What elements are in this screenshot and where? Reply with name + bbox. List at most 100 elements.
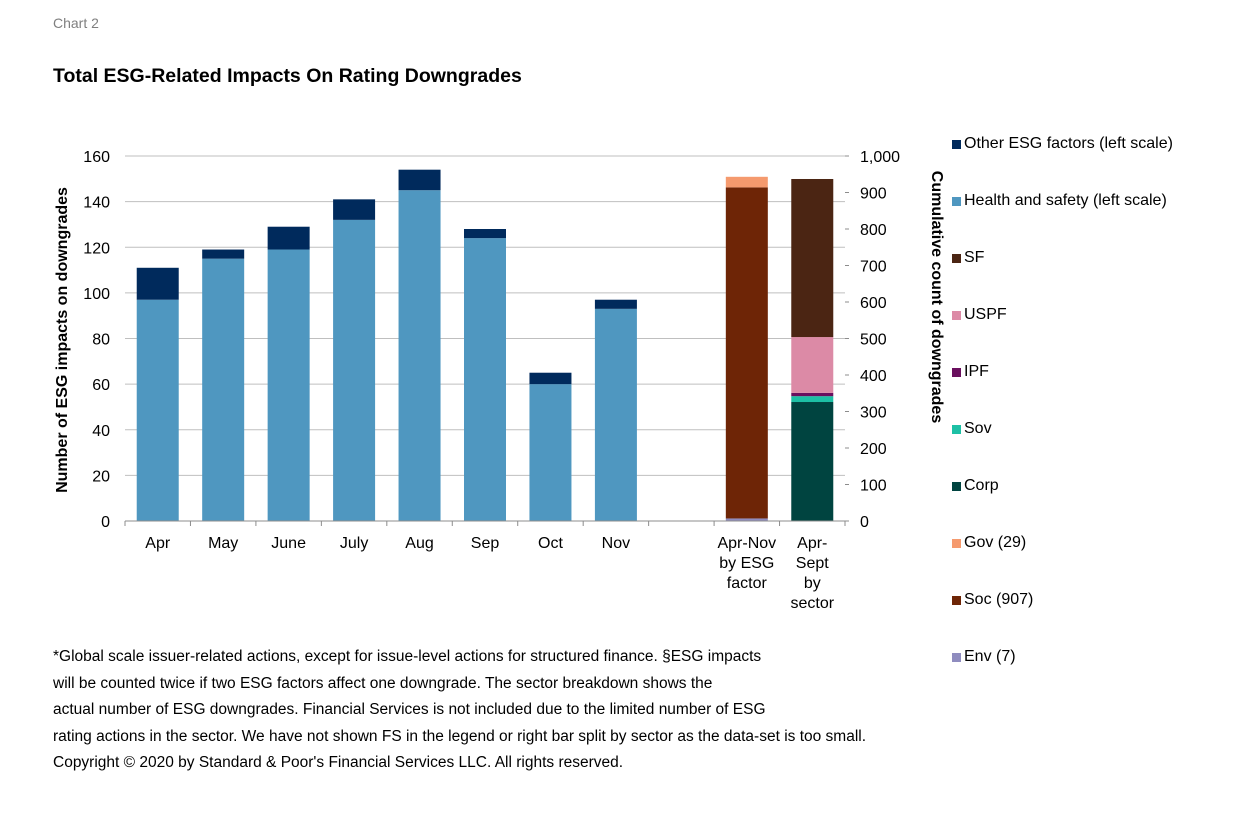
footnote-line: actual number of ESG downgrades. Financi… — [53, 701, 766, 718]
bar-segment-health — [464, 238, 506, 521]
bar-segment-other — [398, 169, 441, 191]
sector-bar-segment-corp — [791, 402, 834, 521]
bars — [136, 169, 834, 521]
category-label: Sep — [471, 535, 500, 552]
legend-label: Gov (29) — [964, 534, 1027, 551]
legend-label: USPF — [964, 306, 1007, 323]
legend-swatch — [952, 596, 961, 605]
axes — [124, 155, 849, 526]
legend-item: Corp — [952, 476, 1194, 496]
right-axis-tick-label: 800 — [860, 222, 887, 239]
legend-swatch — [952, 140, 961, 149]
category-label: Apr-Nov by ESG factor — [717, 535, 776, 592]
chart-plot: 0 20 40 60 80 100 120 140 160 0 100 200 300 400 500 60… — [54, 149, 945, 612]
legend-swatch — [952, 254, 961, 263]
legend-label: IPF — [964, 363, 989, 380]
left-axis-tick-label: 40 — [92, 423, 110, 440]
legend-item: Health and safety (left scale) — [952, 191, 1194, 211]
footnote: *Global scale issuer-related actions, ex… — [53, 644, 983, 777]
category-label: Apr — [145, 535, 171, 552]
bar-segment-health — [529, 384, 572, 521]
right-axis-tick-label: 300 — [860, 405, 887, 422]
legend-label: SF — [964, 249, 985, 266]
bar-segment-other — [464, 229, 506, 239]
left-axis-tick-label: 80 — [92, 332, 110, 349]
footnote-line: will be counted twice if two ESG factors… — [53, 674, 713, 692]
right-axis-ticks: 0 100 200 300 400 500 600 700 800 900 1,000 — [860, 149, 900, 531]
esg-factor-bar-segment-soc — [725, 187, 768, 519]
legend-label: Other ESG factors (left scale) — [964, 135, 1173, 152]
category-label: Aug — [405, 535, 433, 552]
right-axis-tick-label: 0 — [860, 514, 869, 531]
chart-title: Total ESG-Related Impacts On Rating Down… — [53, 65, 522, 87]
legend-swatch — [952, 653, 961, 662]
right-axis-tick-label: 1,000 — [860, 149, 900, 166]
legend-item: IPF — [952, 362, 1194, 382]
legend-item: Soc (907) — [952, 590, 1194, 610]
legend-swatch — [952, 311, 961, 320]
left-axis-tick-label: 0 — [101, 514, 110, 531]
bar-segment-other — [202, 249, 245, 259]
esg-factor-bar-segment-gov — [725, 176, 768, 188]
right-axis-tick-label: 400 — [860, 368, 887, 385]
category-label: Apr-Sept by sector — [790, 535, 834, 612]
sector-bar-segment-ipf — [791, 392, 834, 397]
right-axis-tick-label: 200 — [860, 441, 887, 458]
left-axis-tick-label: 160 — [83, 149, 110, 166]
category-label: May — [208, 535, 238, 552]
sector-bar-segment-uspf — [791, 337, 834, 393]
legend-item: Gov (29) — [952, 533, 1194, 553]
bar-segment-health — [136, 299, 179, 521]
right-axis-tick-label: 600 — [860, 295, 887, 312]
bar-segment-health — [267, 249, 310, 521]
category-label: Oct — [538, 535, 563, 552]
category-label: Nov — [602, 535, 630, 552]
bar-segment-other — [267, 226, 310, 250]
esg-factor-bar-segment-env — [725, 518, 768, 521]
gridlines — [125, 155, 845, 476]
category-labels: Apr May June July Aug Sep Oct Nov Apr-Nov by ESG f… — [145, 535, 834, 612]
footnote-line: rating actions in the sector. We have no… — [53, 727, 867, 745]
right-axis-tick-label: 100 — [860, 478, 887, 495]
left-axis-tick-label: 140 — [83, 195, 110, 212]
copyright-line: Copyright © 2020 by Standard & Poor's Fi… — [53, 754, 624, 771]
legend-item: SF — [952, 248, 1194, 268]
legend-swatch — [952, 539, 961, 548]
legend-label: Corp — [964, 477, 999, 494]
category-label: June — [271, 535, 306, 552]
legend-label: Sov — [964, 420, 992, 437]
left-axis-title: Number of ESG impacts on downgrades — [54, 187, 71, 493]
legend-swatch — [952, 197, 961, 206]
left-axis-ticks: 0 20 40 60 80 100 120 140 160 — [83, 149, 110, 531]
legend-item: Sov — [952, 419, 1194, 439]
bar-segment-other — [333, 199, 376, 220]
bar-segment-health — [594, 308, 637, 521]
legend-swatch — [952, 368, 961, 377]
sector-bar-segment-sf — [791, 178, 834, 338]
legend-item: Other ESG factors (left scale) — [952, 134, 1194, 154]
sector-bar-segment-sov — [791, 396, 834, 403]
bar-segment-health — [333, 219, 376, 521]
category-label: July — [340, 535, 368, 552]
left-axis-tick-label: 100 — [83, 286, 110, 303]
chart-number-label: Chart 2 — [53, 15, 99, 31]
bar-segment-health — [398, 190, 441, 521]
footnote-line: *Global scale issuer-related actions, ex… — [53, 648, 762, 665]
bar-segment-other — [529, 372, 572, 385]
right-axis-tick-label: 700 — [860, 259, 887, 276]
left-axis-tick-label: 60 — [92, 377, 110, 394]
legend-item: USPF — [952, 305, 1194, 325]
legend-label: Env (7) — [964, 648, 1016, 665]
legend-swatch — [952, 482, 961, 491]
right-axis-tick-label: 500 — [860, 332, 887, 349]
left-axis-tick-label: 120 — [83, 240, 110, 257]
right-axis-title: Cumulative count of downgrades — [928, 171, 945, 424]
legend-swatch — [952, 425, 961, 434]
legend-label: Health and safety (left scale) — [964, 192, 1167, 209]
legend-label: Soc (907) — [964, 591, 1034, 608]
bar-segment-other — [136, 267, 179, 300]
right-axis-tick-label: 900 — [860, 186, 887, 203]
legend-item: Env (7) — [952, 647, 1194, 667]
bar-segment-other — [594, 299, 637, 309]
bar-segment-health — [202, 258, 245, 521]
